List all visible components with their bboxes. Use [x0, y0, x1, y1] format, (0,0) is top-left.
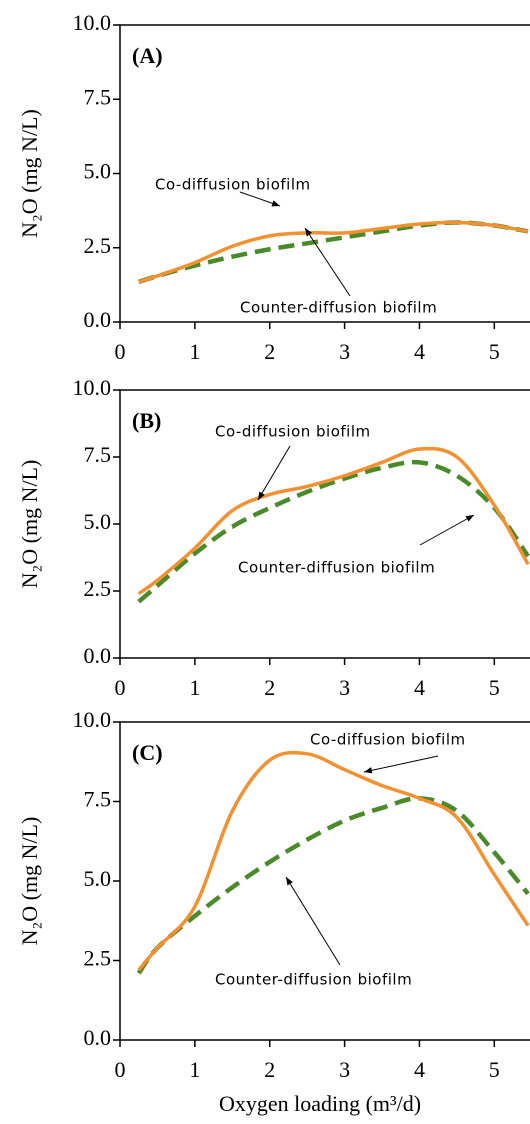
panel-label: (B): [132, 408, 161, 433]
panel-label: (A): [132, 43, 163, 68]
y-axis-label: N₂O (mg N/L): [17, 460, 42, 589]
y-tick-label: 5.0: [84, 509, 112, 534]
annotation: Counter-diffusion biofilm: [215, 971, 412, 989]
annotation: Counter-diffusion biofilm: [238, 559, 435, 577]
y-tick-label: 7.5: [84, 84, 112, 109]
series-line: [136, 796, 530, 975]
y-tick-label: 2.5: [84, 946, 112, 971]
x-tick-label: 0: [115, 339, 126, 364]
series-line: [137, 446, 530, 596]
series-line: [137, 459, 530, 604]
y-tick-label: 7.5: [84, 442, 112, 467]
panel-label: (C): [132, 740, 163, 765]
y-tick-label: 2.5: [84, 576, 112, 601]
annotation-arrow: [419, 514, 475, 546]
y-tick-label: 7.5: [84, 787, 112, 812]
x-tick-label: 4: [414, 1057, 425, 1082]
x-tick-label: 3: [339, 339, 350, 364]
x-tick-label: 2: [264, 339, 275, 364]
x-tick-label: 3: [339, 675, 350, 700]
y-tick-label: 0.0: [84, 1025, 112, 1050]
x-axis-label: Oxygen loading (m³/d): [219, 1091, 421, 1116]
annotation: Co-diffusion biofilm: [215, 423, 371, 441]
annotation-arrow: [239, 191, 281, 207]
series-line: [137, 750, 530, 972]
panel: 0.0 2.5 5.0 7.5 10.0 0 1 2 3 4 5 N₂O (mg N/L) (C) Oxy…: [17, 707, 530, 1116]
x-tick-label: 5: [489, 675, 500, 700]
x-tick-label: 5: [489, 339, 500, 364]
x-tick-label: 4: [414, 339, 425, 364]
x-tick-label: 0: [115, 1057, 126, 1082]
x-tick-label: 2: [264, 1057, 275, 1082]
panel: 0.0 2.5 5.0 7.5 10.0 0 1 2 3 4 5 N₂O (mg N/L) (B) Co-…: [17, 375, 530, 700]
annotation-arrow: [285, 876, 341, 966]
x-tick-label: 3: [339, 1057, 350, 1082]
annotation: Co-diffusion biofilm: [155, 176, 311, 194]
y-tick-label: 2.5: [84, 233, 112, 258]
x-tick-label: 1: [189, 339, 200, 364]
y-tick-label: 5.0: [84, 159, 112, 184]
y-tick-label: 0.0: [84, 307, 112, 332]
x-tick-label: 5: [489, 1057, 500, 1082]
y-tick-label: 10.0: [73, 707, 112, 732]
y-tick-label: 0.0: [84, 643, 112, 668]
x-tick-label: 1: [189, 1057, 200, 1082]
y-axis-label: N₂O (mg N/L): [17, 109, 42, 238]
series-line: [138, 220, 529, 284]
panel: 0.0 2.5 5.0 7.5 10.0 0 1 2 3 4 5 N₂O (mg N/L) (A) Co-…: [17, 10, 530, 364]
axes-frame: [119, 721, 530, 1041]
annotation: Co-diffusion biofilm: [310, 731, 466, 749]
x-tick-label: 0: [115, 675, 126, 700]
y-tick-label: 5.0: [84, 866, 112, 891]
x-tick-label: 4: [414, 675, 425, 700]
annotation-arrow: [257, 445, 291, 501]
y-axis-label: N₂O (mg N/L): [17, 817, 42, 946]
y-tick-label: 10.0: [73, 10, 112, 35]
annotation-arrow: [304, 227, 351, 297]
axes-frame: [119, 24, 530, 323]
annotation: Counter-diffusion biofilm: [240, 299, 437, 317]
y-tick-label: 10.0: [73, 375, 112, 400]
x-tick-label: 1: [189, 675, 200, 700]
x-tick-label: 2: [264, 675, 275, 700]
annotation-arrow: [363, 755, 439, 774]
